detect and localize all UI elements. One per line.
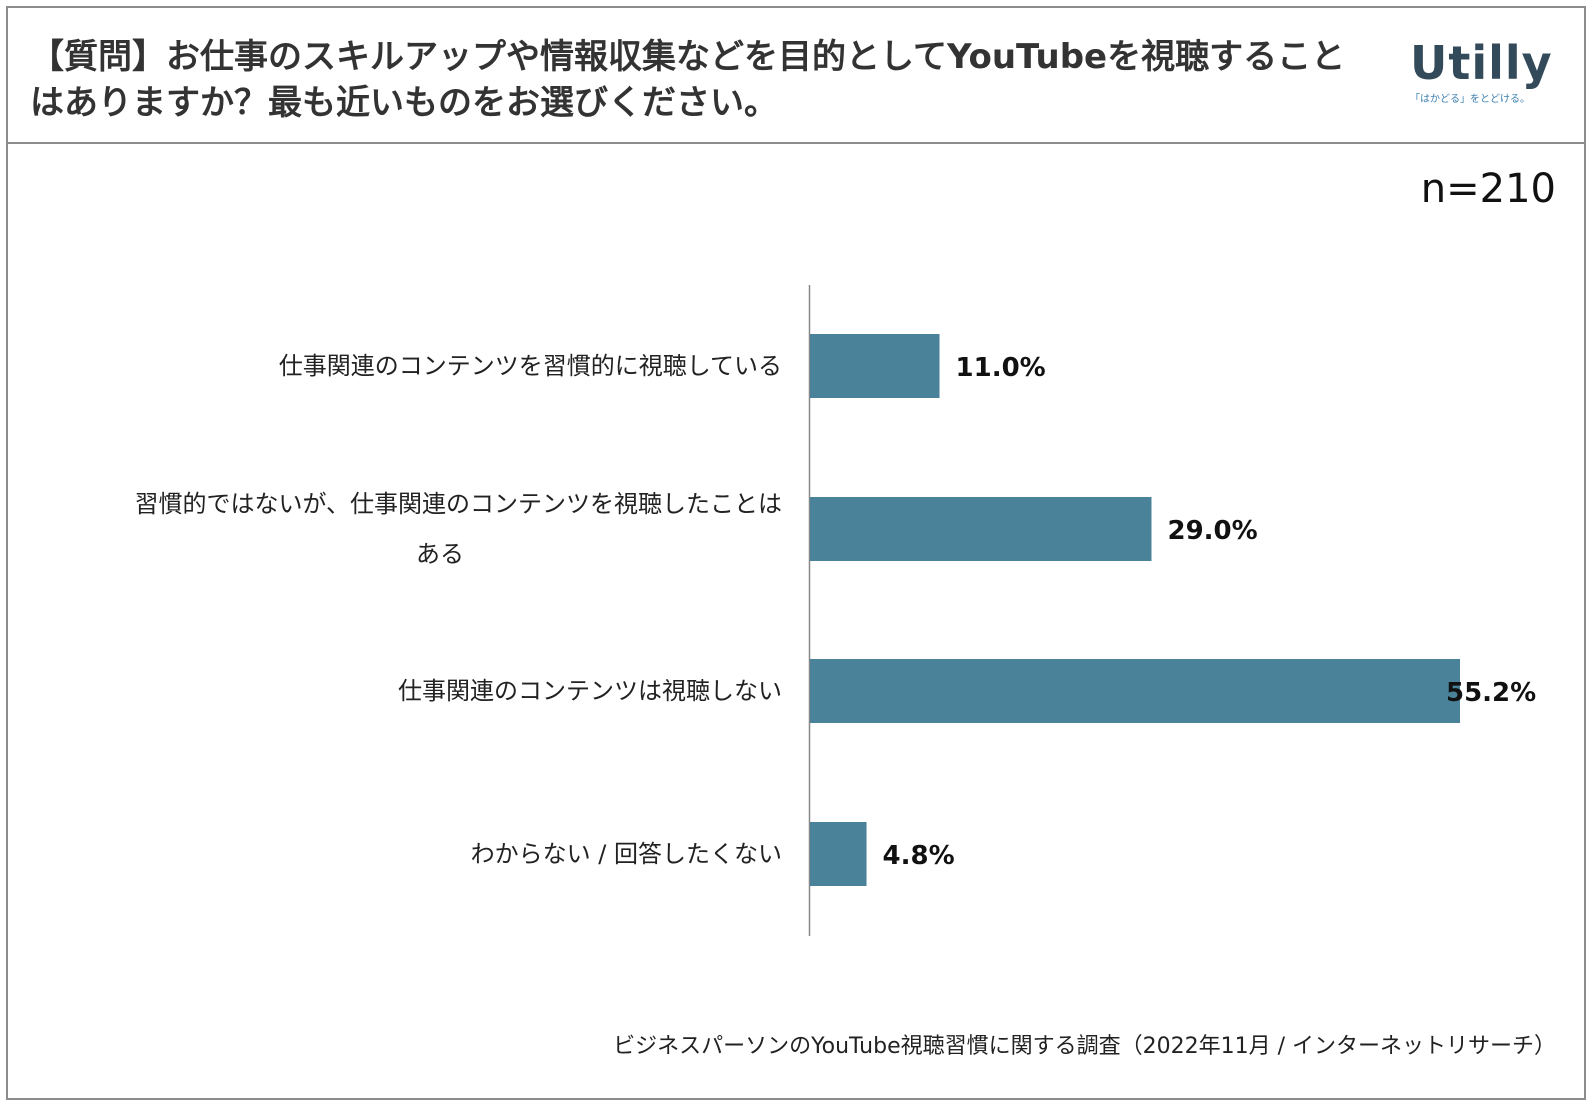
value-label-2: 29.0% [1167,516,1257,546]
value-label-3: 55.2% [1446,678,1536,708]
value-label-4: 4.8% [883,841,955,871]
sample-size-label: n=210 [1420,166,1556,212]
utilly-logo: Utilly 「はかどる」をとどける。 [1410,36,1553,105]
bar-2 [810,497,1152,561]
category-label-1: 仕事関連のコンテンツを習慣的に視聴している [279,352,782,380]
header: 【質問】お仕事のスキルアップや情報収集などを目的としてYouTubeを視聴するこ… [8,8,1584,144]
bar-4 [810,822,867,886]
logo-tagline: 「はかどる」をとどける。 [1410,94,1530,105]
bar-1 [810,334,940,398]
value-label-1: 11.0% [956,353,1046,383]
source-note: ビジネスパーソンのYouTube視聴習慣に関する調査（2022年11月 / イン… [613,1034,1556,1059]
bar-3 [810,659,1460,723]
category-label-2: 習慣的ではないが、仕事関連のコンテンツを視聴したことはある [134,490,782,568]
category-label-4: わからない / 回答したくない [471,840,782,868]
category-label-3: 仕事関連のコンテンツは視聴しない [398,677,782,705]
chart-frame: 【質問】お仕事のスキルアップや情報収集などを目的としてYouTubeを視聴するこ… [6,6,1586,1100]
logo-text: Utilly [1410,36,1553,90]
chart-title: 【質問】お仕事のスキルアップや情報収集などを目的としてYouTubeを視聴するこ… [30,37,1346,123]
